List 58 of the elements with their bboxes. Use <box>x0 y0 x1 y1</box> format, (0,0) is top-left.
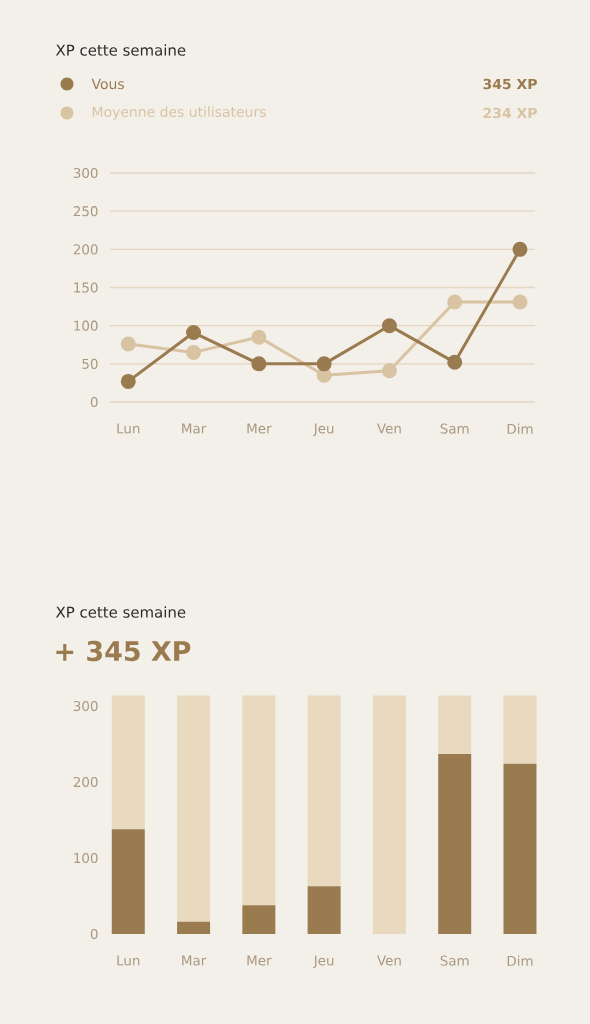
bar <box>177 695 211 922</box>
point <box>447 354 463 370</box>
bar <box>372 695 406 935</box>
x-tick-label: Mer <box>247 423 272 434</box>
y-tick-label: 0 <box>90 928 98 940</box>
y-tick-label: 200 <box>73 776 98 788</box>
x-tick-label: Jeu <box>313 423 334 437</box>
y-tick-label: 100 <box>74 320 98 331</box>
x-tick-label: Sam <box>440 423 469 434</box>
x-tick-label: Dim <box>507 955 533 966</box>
x-tick-label: Mar <box>182 955 207 966</box>
chart-title: XP cette semaine <box>55 44 186 56</box>
bar <box>438 695 472 754</box>
point <box>186 325 202 341</box>
bar <box>242 695 276 906</box>
y-tick-label: 150 <box>74 282 98 293</box>
x-tick-label: Ven <box>377 955 401 966</box>
x-tick-label: Lun <box>117 423 140 434</box>
text: 234 XP <box>483 107 537 119</box>
bar <box>111 695 145 830</box>
legend-label: Moyenne des utilisateurs <box>92 106 266 120</box>
bar <box>438 753 472 935</box>
point <box>120 336 136 352</box>
point <box>381 363 397 379</box>
chart-subtitle: + 345 XP <box>56 640 191 662</box>
bar <box>177 921 211 935</box>
bar <box>503 695 537 764</box>
y-tick-label: 100 <box>74 852 98 864</box>
y-tick-label: 300 <box>73 700 98 712</box>
x-tick-label: Mer <box>247 955 272 966</box>
point <box>251 356 267 372</box>
x-tick-label: Sam <box>440 955 469 966</box>
text: 345 XP <box>483 78 537 90</box>
x-tick-label: Lun <box>117 955 140 966</box>
chart-title: XP cette semaine <box>55 606 186 618</box>
y-tick-label: 250 <box>73 206 98 217</box>
bar <box>307 695 341 887</box>
y-tick-label: 200 <box>73 244 98 255</box>
x-tick-label: Jeu <box>313 955 334 969</box>
x-tick-label: Ven <box>377 423 401 434</box>
x-tick-label: Dim <box>507 423 533 434</box>
point <box>186 344 202 360</box>
x-tick-label: Mar <box>182 423 207 434</box>
point <box>251 329 267 345</box>
bar <box>242 905 276 935</box>
y-tick-label: 50 <box>82 358 98 369</box>
point <box>512 294 528 310</box>
point <box>120 373 136 389</box>
legend-label: Vous <box>91 78 124 90</box>
y-tick-label: 0 <box>90 396 98 408</box>
point <box>512 241 528 257</box>
bar <box>111 829 145 935</box>
bar <box>307 886 341 935</box>
point <box>381 318 397 334</box>
y-tick-label: 300 <box>73 167 98 179</box>
bar <box>503 763 537 935</box>
point <box>316 356 332 372</box>
point <box>447 294 463 310</box>
